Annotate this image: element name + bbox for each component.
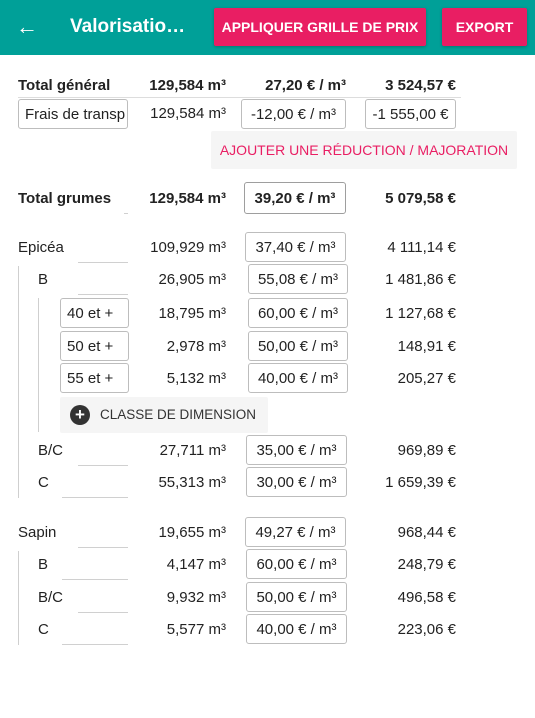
class-amount: 1 127,68 € — [385, 305, 456, 322]
total-general-amount: 3 524,57 € — [385, 77, 456, 94]
page-title: Valorisatio… — [70, 16, 186, 37]
quality-row-bc: B/C 27,711 m³ 35,00 € / m³ 969,89 € — [0, 434, 535, 468]
total-grumes-volume: 129,584 m³ — [149, 190, 226, 207]
total-general-row: Total général 129,584 m³ 27,20 € / m³ 3 … — [0, 69, 535, 103]
transport-price-field[interactable]: -12,00 € / m³ — [241, 99, 346, 129]
quality-row-bc: B/C 9,932 m³ 50,00 € / m³ 496,58 € — [0, 581, 535, 615]
quality-volume: 26,905 m³ — [158, 271, 226, 288]
underline — [62, 579, 128, 580]
total-general-price: 27,20 € / m³ — [265, 77, 346, 94]
quality-volume: 27,711 m³ — [159, 442, 226, 459]
underline — [124, 213, 128, 214]
species-label: Epicéa — [18, 239, 64, 256]
quality-price-field[interactable]: 35,00 € / m³ — [246, 435, 347, 465]
species-price-field[interactable]: 49,27 € / m³ — [245, 517, 346, 547]
total-grumes-amount: 5 079,58 € — [385, 190, 456, 207]
quality-volume: 55,313 m³ — [158, 474, 226, 491]
quality-volume: 4,147 m³ — [166, 556, 226, 573]
quality-row-b: B 26,905 m³ 55,08 € / m³ 1 481,86 € — [0, 263, 535, 297]
class-volume: 2,978 m³ — [166, 338, 226, 355]
species-volume: 109,929 m³ — [150, 239, 226, 256]
quality-amount: 496,58 € — [397, 589, 456, 606]
quality-volume: 9,932 m³ — [166, 589, 226, 606]
class-amount: 148,91 € — [397, 338, 456, 355]
underline — [78, 612, 128, 613]
quality-label: B/C — [38, 442, 64, 459]
species-amount: 4 111,14 € — [387, 239, 456, 256]
species-amount: 968,44 € — [397, 524, 456, 541]
underline — [62, 497, 128, 498]
quality-amount: 969,89 € — [397, 442, 456, 459]
transport-row: Frais de transp 129,584 m³ -12,00 € / m³… — [0, 97, 535, 131]
dimension-class-row: 40 et + 18,795 m³ 60,00 € / m³ 1 127,68 … — [0, 297, 535, 331]
dimension-class-field[interactable]: 55 et + — [60, 363, 129, 393]
add-reduction-button[interactable]: AJOUTER UNE RÉDUCTION / MAJORATION — [211, 131, 517, 169]
quality-price-field[interactable]: 40,00 € / m³ — [246, 614, 347, 644]
apply-price-grid-button[interactable]: APPLIQUER GRILLE DE PRIX — [214, 8, 426, 46]
species-row-sapin: Sapin 19,655 m³ 49,27 € / m³ 968,44 € — [0, 516, 535, 550]
divider — [18, 97, 461, 98]
quality-label: C — [38, 474, 49, 491]
underline — [78, 465, 128, 466]
total-general-label: Total général — [18, 77, 111, 94]
back-arrow-icon[interactable]: ← — [16, 14, 38, 39]
species-price-field[interactable]: 37,40 € / m³ — [245, 232, 346, 262]
species-row-epicea: Epicéa 109,929 m³ 37,40 € / m³ 4 111,14 … — [0, 231, 535, 265]
underline — [78, 262, 128, 263]
tree-line — [18, 266, 19, 498]
quality-label: B — [38, 556, 49, 573]
transport-name-field[interactable]: Frais de transp — [18, 99, 128, 129]
quality-row-c: C 55,313 m³ 30,00 € / m³ 1 659,39 € — [0, 466, 535, 500]
quality-price-field[interactable]: 60,00 € / m³ — [246, 549, 347, 579]
quality-price-field[interactable]: 55,08 € / m³ — [248, 264, 348, 294]
class-volume: 5,132 m³ — [166, 370, 226, 387]
tree-line — [38, 298, 39, 432]
transport-amount-field[interactable]: -1 555,00 € — [365, 99, 456, 129]
quality-amount: 248,79 € — [397, 556, 456, 573]
quality-amount: 223,06 € — [397, 621, 456, 638]
class-price-field[interactable]: 60,00 € / m³ — [248, 298, 348, 328]
quality-price-field[interactable]: 50,00 € / m³ — [246, 582, 347, 612]
quality-label: C — [38, 621, 49, 638]
class-price-field[interactable]: 50,00 € / m³ — [248, 331, 348, 361]
total-general-volume: 129,584 m³ — [149, 77, 226, 94]
dimension-class-field[interactable]: 50 et + — [60, 331, 129, 361]
quality-volume: 5,577 m³ — [166, 621, 226, 638]
species-label: Sapin — [18, 524, 57, 541]
species-volume: 19,655 m³ — [158, 524, 226, 541]
underline — [62, 644, 128, 645]
dimension-class-row: 55 et + 5,132 m³ 40,00 € / m³ 205,27 € — [0, 362, 535, 396]
transport-volume: 129,584 m³ — [150, 105, 226, 122]
quality-amount: 1 659,39 € — [385, 474, 456, 491]
quality-label: B — [38, 271, 49, 288]
total-grumes-label: Total grumes — [18, 190, 112, 207]
underline — [78, 294, 128, 295]
underline — [78, 547, 128, 548]
add-dimension-class-label: CLASSE DE DIMENSION — [100, 407, 257, 422]
dimension-class-row: 50 et + 2,978 m³ 50,00 € / m³ 148,91 € — [0, 330, 535, 364]
quality-row-c: C 5,577 m³ 40,00 € / m³ 223,06 € — [0, 613, 535, 647]
class-price-field[interactable]: 40,00 € / m³ — [248, 363, 348, 393]
quality-amount: 1 481,86 € — [385, 271, 456, 288]
quality-price-field[interactable]: 30,00 € / m³ — [246, 467, 347, 497]
add-dimension-class-button[interactable]: + CLASSE DE DIMENSION — [60, 397, 268, 433]
total-grumes-price-field[interactable]: 39,20 € / m³ — [244, 182, 346, 214]
total-grumes-row: Total grumes 129,584 m³ 39,20 € / m³ 5 0… — [0, 182, 535, 216]
add-circle-icon: + — [70, 405, 90, 425]
dimension-class-field[interactable]: 40 et + — [60, 298, 129, 328]
quality-row-b: B 4,147 m³ 60,00 € / m³ 248,79 € — [0, 548, 535, 582]
class-amount: 205,27 € — [397, 370, 456, 387]
export-button[interactable]: EXPORT — [442, 8, 527, 46]
quality-label: B/C — [38, 589, 64, 606]
tree-line — [18, 551, 19, 645]
app-bar: ← Valorisatio… APPLIQUER GRILLE DE PRIX … — [0, 0, 535, 55]
class-volume: 18,795 m³ — [158, 305, 226, 322]
